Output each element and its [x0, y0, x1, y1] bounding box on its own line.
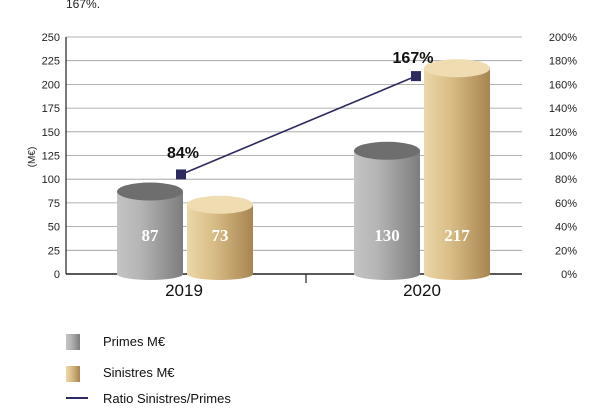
legend-swatch-primes: [66, 334, 80, 350]
y-tick-label: 100: [42, 174, 60, 186]
legend-swatch-sinistres: [66, 366, 80, 382]
bar-top: [424, 59, 490, 78]
y2-tick-label: 140%: [549, 103, 577, 115]
y-tick-label: 225: [42, 56, 60, 68]
ratio-point: [411, 71, 421, 82]
y2-tick-label: 0%: [561, 269, 577, 281]
y2-tick-label: 20%: [555, 245, 577, 257]
bar-base: [424, 268, 490, 280]
bar-body: [187, 204, 253, 274]
y-tick-label: 0: [54, 269, 60, 281]
top-note: 167%.: [66, 0, 100, 11]
legend-label-primes: Primes M€: [103, 334, 166, 349]
bar-body: [117, 191, 183, 274]
legend-label-ratio: Ratio Sinistres/Primes: [103, 391, 231, 406]
y-tick-label: 50: [48, 222, 60, 234]
y2-tick-label: 160%: [549, 79, 577, 91]
ratio-point: [176, 169, 186, 180]
legend-label-sinistres: Sinistres M€: [103, 365, 175, 380]
bar-value-label: 130: [374, 226, 400, 245]
y2-tick-label: 40%: [555, 222, 577, 234]
bar-value-label: 87: [142, 226, 160, 245]
x-tick-label: 2019: [165, 281, 203, 300]
y-tick-label: 75: [48, 198, 60, 210]
x-tick-label: 2020: [403, 281, 441, 300]
y2-tick-label: 180%: [549, 56, 577, 68]
bar-top: [187, 195, 253, 214]
y-tick-label: 250: [42, 32, 60, 44]
line-layer: 84% 167%: [167, 50, 434, 180]
ratio-value-label: 167%: [393, 50, 434, 67]
ratio-line: [180, 75, 417, 176]
bar-base: [117, 268, 183, 280]
bar-base: [187, 268, 253, 280]
ratio-value-label: 84%: [167, 145, 199, 162]
y-tick-label: 175: [42, 103, 60, 115]
bar-body: [354, 150, 420, 274]
bar-top: [117, 182, 183, 201]
y-tick-label: 25: [48, 245, 60, 257]
bar-base: [354, 268, 420, 280]
bars-layer: 87 130 73 217: [117, 59, 490, 280]
y2-tick-label: 120%: [549, 127, 577, 139]
legend-layer: Primes M€ Sinistres M€ Ratio Sinistres/Pri…: [66, 334, 231, 406]
y-tick-label: 125: [42, 151, 60, 163]
y2-tick-label: 60%: [555, 198, 577, 210]
y-tick-label: 150: [42, 127, 60, 139]
y2-tick-label: 200%: [549, 32, 577, 44]
bar-value-label: 73: [212, 226, 229, 245]
bar-body: [424, 68, 490, 274]
y-axis-label: (M€): [27, 147, 38, 168]
axes-layer: 0 25 50 75 100 125 150 175 200 225 250 0% 20% 40% 60% 8…: [27, 32, 577, 300]
bar-value-label: 217: [444, 226, 470, 245]
bar-top: [354, 141, 420, 160]
y2-tick-label: 100%: [549, 151, 577, 163]
y2-tick-label: 80%: [555, 174, 577, 186]
y-tick-label: 200: [42, 79, 60, 91]
